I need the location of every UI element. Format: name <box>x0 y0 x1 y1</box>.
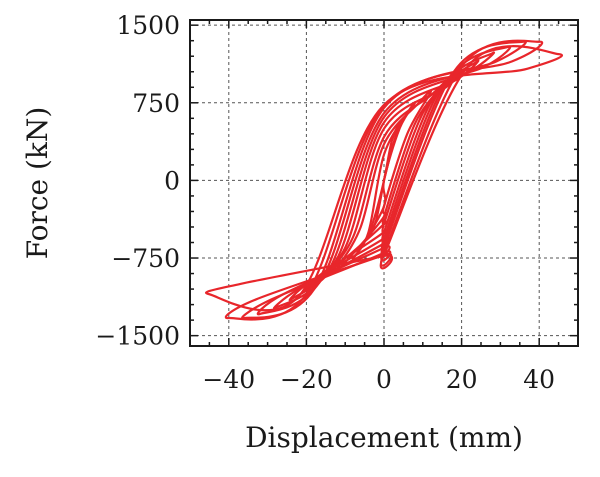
y-tick-label: −1500 <box>95 322 180 351</box>
y-tick-label: 1500 <box>116 11 180 40</box>
x-tick-labels: −40 −20 0 20 40 <box>202 365 555 394</box>
x-tick-label: −20 <box>280 365 333 394</box>
x-tick-label: 0 <box>376 365 392 394</box>
hysteresis-loop-11 <box>204 45 564 312</box>
x-tick-label: −40 <box>202 365 255 394</box>
hysteresis-loop-10 <box>224 39 544 321</box>
y-tick-label: 0 <box>164 166 180 195</box>
y-tick-labels: 1500 750 0 −750 −1500 <box>95 11 180 350</box>
y-tick-label: −750 <box>111 244 180 273</box>
x-axis-title: Displacement (mm) <box>245 421 523 454</box>
y-tick-label: 750 <box>132 89 180 118</box>
hysteresis-loops <box>204 39 564 321</box>
x-tick-label: 20 <box>446 365 478 394</box>
x-tick-label: 40 <box>523 365 555 394</box>
y-axis-title: Force (kN) <box>21 107 54 260</box>
axis-ticks <box>189 20 579 346</box>
